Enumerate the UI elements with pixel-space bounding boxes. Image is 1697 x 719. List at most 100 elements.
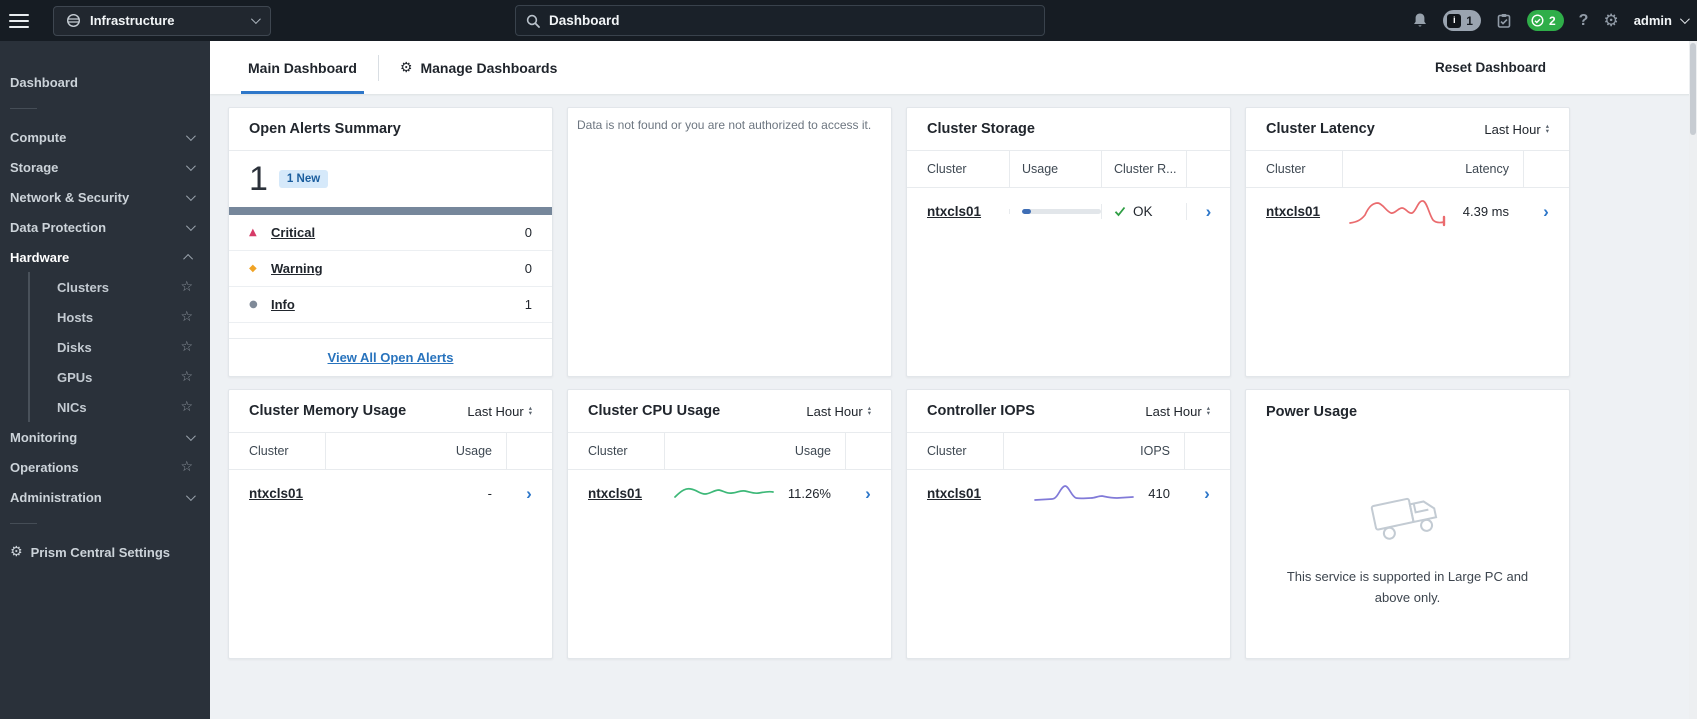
sidebar-item-gpus[interactable]: GPUs ☆ xyxy=(57,369,193,385)
chevron-down-icon xyxy=(185,490,196,501)
star-icon[interactable]: ☆ xyxy=(180,459,193,475)
widget-title: Controller IOPS xyxy=(927,403,1035,419)
app-switcher-label: Infrastructure xyxy=(90,13,175,28)
star-icon[interactable]: ☆ xyxy=(180,309,193,325)
search-input[interactable] xyxy=(549,13,1034,28)
controller-iops-widget: Controller IOPS Last Hour ▴ ▾ Cluster IOP… xyxy=(906,389,1231,659)
star-icon[interactable]: ☆ xyxy=(180,279,193,295)
chevron-up-icon xyxy=(183,253,194,264)
iops-sparkline xyxy=(1032,475,1136,511)
table-row: ntxcls01 - › xyxy=(229,470,552,516)
chevron-right-icon[interactable]: › xyxy=(1204,483,1210,503)
column-header-cluster: Cluster xyxy=(1266,162,1306,176)
star-icon[interactable]: ☆ xyxy=(180,339,193,355)
sort-arrows-icon: ▴ ▾ xyxy=(1206,405,1210,417)
sidebar-item-clusters[interactable]: Clusters ☆ xyxy=(57,279,193,295)
sidebar-item-prism-central-settings[interactable]: ⚙ Prism Central Settings xyxy=(10,544,170,560)
chevron-down-icon xyxy=(185,220,196,231)
power-usage-message: This service is supported in Large PC an… xyxy=(1286,568,1529,605)
empty-data-panel: Data is not found or you are not authori… xyxy=(567,107,892,377)
time-range-select[interactable]: Last Hour ▴ ▾ xyxy=(1145,403,1210,419)
cluster-link[interactable]: ntxcls01 xyxy=(927,203,982,219)
new-alerts-badge: 1 New xyxy=(278,170,329,188)
star-icon[interactable]: ☆ xyxy=(180,369,193,385)
user-name: admin xyxy=(1633,13,1672,28)
tab-main-dashboard[interactable]: Main Dashboard xyxy=(241,41,364,94)
view-all-open-alerts-link[interactable]: View All Open Alerts xyxy=(327,350,454,365)
cpu-sparkline xyxy=(672,475,776,511)
cluster-link[interactable]: ntxcls01 xyxy=(249,485,304,501)
tasks-badge-count: 2 xyxy=(1548,13,1556,28)
info-circle-icon: ● xyxy=(249,299,258,310)
cluster-link[interactable]: ntxcls01 xyxy=(927,485,982,501)
notifications-bell-icon[interactable] xyxy=(1412,12,1428,29)
column-header-usage: Usage xyxy=(1009,151,1101,187)
cluster-memory-widget: Cluster Memory Usage Last Hour ▴ ▾ Cluste… xyxy=(228,389,553,659)
latency-value: 4.39 ms xyxy=(1462,203,1509,219)
chevron-right-icon[interactable]: › xyxy=(526,483,532,503)
sidebar-item-monitoring[interactable]: Monitoring xyxy=(0,422,210,452)
chevron-down-icon xyxy=(1679,14,1690,25)
cluster-link[interactable]: ntxcls01 xyxy=(1266,203,1321,219)
tasks-success-badge[interactable]: 2 xyxy=(1526,10,1564,31)
time-range-select[interactable]: Last Hour ▴ ▾ xyxy=(1484,121,1549,137)
sidebar-item-nics[interactable]: NICs ☆ xyxy=(57,399,193,415)
main-content: Main Dashboard ⚙ Manage Dashboards Reset… xyxy=(210,41,1697,719)
warning-link[interactable]: Warning xyxy=(271,261,323,276)
settings-gear-icon[interactable]: ⚙ xyxy=(1603,10,1619,31)
sidebar-item-storage[interactable]: Storage xyxy=(0,152,210,182)
storage-usage-bar xyxy=(1009,208,1101,214)
sidebar-item-operations[interactable]: Operations ☆ xyxy=(10,459,193,475)
hamburger-menu-icon[interactable] xyxy=(9,13,29,28)
column-header-cluster: Cluster xyxy=(588,444,628,458)
column-header-cluster: Cluster xyxy=(249,444,289,458)
time-range-select[interactable]: Last Hour ▴ ▾ xyxy=(467,403,532,419)
sidebar-item-administration[interactable]: Administration xyxy=(0,482,210,512)
open-alerts-widget: Open Alerts Summary 1 1 New ▲ Critical 0… xyxy=(228,107,553,377)
sidebar-item-network-security[interactable]: Network & Security xyxy=(0,182,210,212)
alerts-badge[interactable]: i 1 xyxy=(1443,10,1481,31)
widget-title: Cluster Latency xyxy=(1266,121,1375,137)
app-switcher-button[interactable]: Infrastructure xyxy=(53,5,271,36)
vertical-scrollbar[interactable] xyxy=(1689,41,1697,719)
reset-dashboard-button[interactable]: Reset Dashboard xyxy=(1434,60,1546,75)
time-range-select[interactable]: Last Hour ▴ ▾ xyxy=(806,403,871,419)
sidebar-item-hosts[interactable]: Hosts ☆ xyxy=(57,309,193,325)
sidebar-item-disks[interactable]: Disks ☆ xyxy=(57,339,193,355)
chevron-down-icon xyxy=(185,430,196,441)
sidebar-item-hardware[interactable]: Hardware xyxy=(0,242,210,272)
info-count: 1 xyxy=(524,297,532,312)
memory-usage-value: - xyxy=(487,485,492,501)
global-search[interactable] xyxy=(515,5,1045,36)
chevron-down-icon xyxy=(185,190,196,201)
sort-arrows-icon: ▴ ▾ xyxy=(528,405,532,417)
sidebar-item-data-protection[interactable]: Data Protection xyxy=(0,212,210,242)
column-header-cluster: Cluster xyxy=(927,444,967,458)
widget-title: Cluster Memory Usage xyxy=(249,403,407,419)
sort-arrows-icon: ▴ ▾ xyxy=(1545,123,1549,135)
chevron-right-icon[interactable]: › xyxy=(1543,201,1549,221)
check-circle-icon xyxy=(1531,14,1544,27)
cluster-link[interactable]: ntxcls01 xyxy=(588,485,643,501)
warning-count: 0 xyxy=(524,261,532,276)
critical-triangle-icon: ▲ xyxy=(249,227,257,238)
latency-sparkline xyxy=(1347,193,1451,229)
chevron-right-icon[interactable]: › xyxy=(1205,201,1212,221)
column-header-cluster-r: Cluster R... xyxy=(1101,151,1186,187)
user-menu[interactable]: admin xyxy=(1633,13,1690,28)
sidebar-item-compute[interactable]: Compute xyxy=(0,122,210,152)
critical-link[interactable]: Critical xyxy=(271,225,316,240)
scrollbar-thumb[interactable] xyxy=(1690,43,1696,135)
tasks-clipboard-icon[interactable] xyxy=(1496,13,1512,29)
info-link[interactable]: Info xyxy=(271,297,295,312)
star-icon[interactable]: ☆ xyxy=(180,399,193,415)
open-alerts-total: 1 xyxy=(249,159,268,198)
sort-arrows-icon: ▴ ▾ xyxy=(867,405,871,417)
chevron-right-icon[interactable]: › xyxy=(865,483,871,503)
widget-title: Power Usage xyxy=(1266,403,1358,420)
tab-manage-dashboards[interactable]: ⚙ Manage Dashboards xyxy=(399,59,558,76)
help-icon[interactable]: ? xyxy=(1578,11,1589,29)
sidebar-item-dashboard[interactable]: Dashboard xyxy=(10,74,78,90)
warning-diamond-icon: ◆ xyxy=(249,263,257,274)
sidebar-divider xyxy=(10,523,37,524)
